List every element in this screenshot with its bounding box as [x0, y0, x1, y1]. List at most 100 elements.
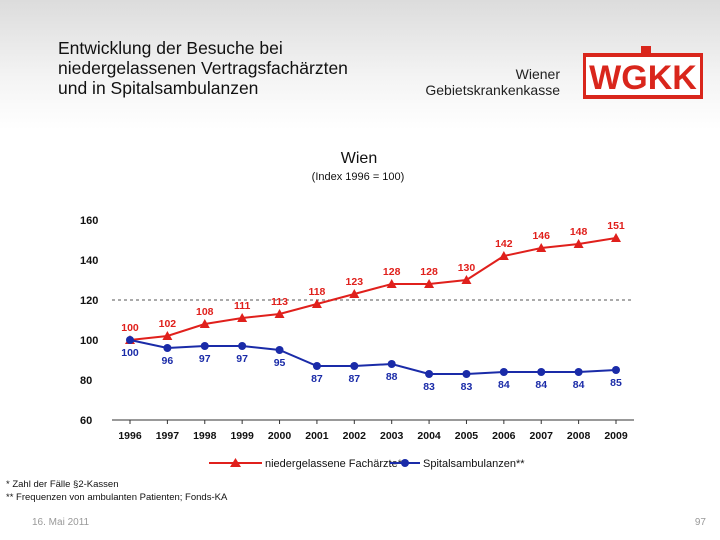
data-label-spitalsambulanzen: 95	[274, 357, 286, 369]
data-point-spitalsambulanzen	[425, 370, 434, 378]
legend: niedergelassene Fachärzte* Spitalsambula…	[209, 458, 525, 470]
data-point-spitalsambulanzen	[312, 362, 321, 370]
data-point-fachaerzte	[237, 313, 248, 322]
y-tick-label: 80	[80, 375, 92, 387]
title-line: niedergelassenen Vertragsfachärzten	[58, 58, 348, 78]
data-label-spitalsambulanzen: 84	[498, 379, 510, 391]
y-tick-label: 140	[80, 255, 98, 267]
data-point-fachaerzte	[461, 275, 472, 284]
data-point-fachaerzte	[424, 279, 435, 288]
data-point-fachaerzte	[573, 239, 584, 248]
data-label-fachaerzte: 130	[458, 262, 476, 274]
data-label-fachaerzte: 146	[532, 230, 550, 242]
data-point-fachaerzte	[162, 331, 173, 340]
data-label-fachaerzte: 100	[121, 322, 139, 334]
legend-marker-spitalsambulanzen	[401, 459, 409, 467]
x-tick-label: 2004	[417, 430, 441, 442]
legend-label-fachaerzte: niedergelassene Fachärzte*	[265, 458, 403, 470]
data-label-spitalsambulanzen: 84	[573, 379, 585, 391]
data-point-spitalsambulanzen	[574, 368, 583, 376]
data-point-fachaerzte	[536, 243, 547, 252]
legend-label-spitalsambulanzen: Spitalsambulanzen**	[423, 458, 525, 470]
data-label-spitalsambulanzen: 100	[121, 347, 139, 359]
data-point-spitalsambulanzen	[126, 336, 134, 344]
y-tick-label: 60	[80, 415, 92, 427]
data-point-spitalsambulanzen	[387, 360, 396, 368]
logo-text: WGKK	[589, 59, 697, 97]
data-label-fachaerzte: 113	[271, 296, 288, 308]
data-point-fachaerzte	[311, 299, 322, 308]
data-label-spitalsambulanzen: 97	[236, 353, 248, 365]
x-tick-label: 2008	[567, 430, 591, 442]
data-label-spitalsambulanzen: 83	[461, 381, 473, 393]
y-tick-label: 100	[80, 335, 98, 347]
title-line: Entwicklung der Besuche bei	[58, 38, 283, 58]
data-label-fachaerzte: 148	[570, 226, 588, 238]
page-title: Entwicklung der Besuche bei niedergelass…	[58, 38, 438, 98]
data-label-spitalsambulanzen: 87	[348, 373, 360, 385]
wgkk-logo: WGKK	[583, 46, 703, 99]
series-line-fachaerzte	[129, 237, 617, 341]
x-tick-label: 1996	[118, 430, 142, 442]
x-tick-label: 2000	[268, 430, 292, 442]
data-label-fachaerzte: 128	[383, 266, 401, 278]
data-label-spitalsambulanzen: 85	[610, 377, 622, 389]
data-label-fachaerzte: 142	[495, 238, 513, 250]
logo-cross-mark	[641, 46, 651, 56]
footnote: * Zahl der Fälle §2-Kassen	[6, 479, 119, 490]
data-point-fachaerzte	[274, 309, 285, 318]
data-point-spitalsambulanzen	[163, 344, 172, 352]
data-point-spitalsambulanzen	[350, 362, 359, 370]
data-label-spitalsambulanzen: 97	[199, 353, 211, 365]
x-tick-label: 2005	[455, 430, 479, 442]
data-label-fachaerzte: 151	[607, 220, 625, 232]
data-point-spitalsambulanzen	[462, 370, 471, 378]
data-label-fachaerzte: 108	[196, 306, 214, 318]
data-label-fachaerzte: 118	[308, 286, 325, 298]
data-label-spitalsambulanzen: 87	[311, 373, 323, 385]
x-tick-label: 1999	[230, 430, 254, 442]
data-label-fachaerzte: 123	[346, 276, 364, 288]
legend-marker-fachaerzte	[230, 458, 241, 467]
data-label-fachaerzte: 128	[420, 266, 438, 278]
data-label-spitalsambulanzen: 83	[423, 381, 435, 393]
data-point-fachaerzte	[349, 289, 360, 298]
x-tick-label: 1998	[193, 430, 217, 442]
footnote: ** Frequenzen von ambulanten Patienten; …	[6, 492, 228, 503]
x-tick-label: 1997	[156, 430, 180, 442]
data-point-spitalsambulanzen	[612, 366, 620, 374]
data-point-fachaerzte	[611, 233, 621, 242]
data-label-fachaerzte: 111	[234, 300, 251, 312]
footnotes: * Zahl der Fälle §2-Kassen ** Frequenzen…	[6, 478, 227, 504]
x-tick-label: 2003	[380, 430, 404, 442]
chart-subtitle: (Index 1996 = 100)	[312, 171, 405, 183]
x-tick-label: 2002	[343, 430, 367, 442]
data-label-spitalsambulanzen: 96	[162, 355, 174, 367]
y-tick-label: 160	[80, 215, 98, 227]
data-label-fachaerzte: 102	[159, 318, 177, 330]
x-tick-label: 2001	[305, 430, 329, 442]
y-tick-label: 120	[80, 295, 98, 307]
footer-date: 16. Mai 2011	[32, 517, 90, 528]
title-line: und in Spitalsambulanzen	[58, 78, 259, 98]
series-line-spitalsambulanzen	[129, 339, 617, 375]
x-tick-label: 2007	[530, 430, 554, 442]
data-point-spitalsambulanzen	[275, 346, 284, 354]
data-point-fachaerzte	[498, 251, 509, 260]
data-point-fachaerzte	[199, 319, 210, 328]
x-tick-label: 2006	[492, 430, 516, 442]
org-name-line: Gebietskrankenkasse	[425, 82, 560, 98]
data-point-spitalsambulanzen	[537, 368, 546, 376]
x-tick-label: 2009	[604, 430, 628, 442]
org-name-line: Wiener	[515, 66, 560, 82]
org-name: Wiener Gebietskrankenkasse	[420, 66, 560, 98]
data-label-spitalsambulanzen: 84	[535, 379, 547, 391]
data-point-fachaerzte	[386, 279, 397, 288]
data-label-spitalsambulanzen: 88	[386, 371, 398, 383]
data-point-spitalsambulanzen	[200, 342, 209, 350]
page-number: 97	[694, 517, 706, 528]
data-point-spitalsambulanzen	[238, 342, 247, 350]
chart-title: Wien	[341, 150, 377, 167]
data-point-spitalsambulanzen	[499, 368, 508, 376]
